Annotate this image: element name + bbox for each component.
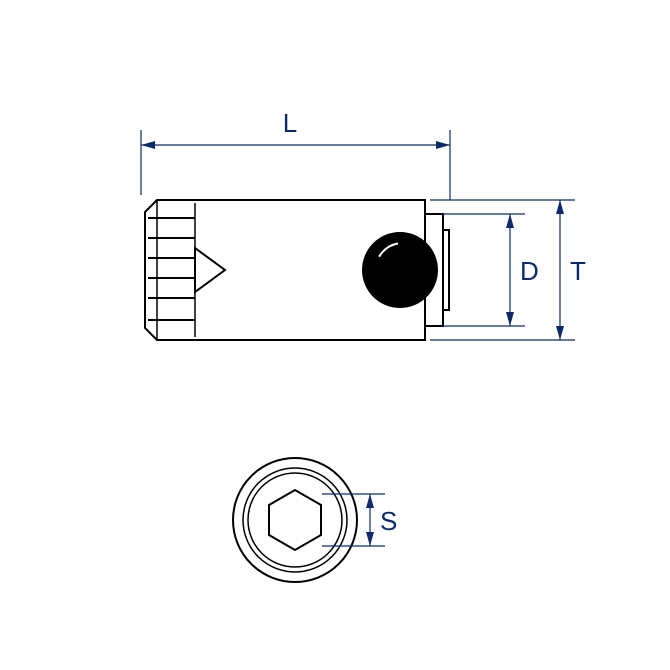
end-ring-circle-inner <box>248 473 342 567</box>
hex-socket <box>269 490 321 550</box>
dim-l-label: L <box>283 108 297 138</box>
dim-t-label: T <box>570 256 586 286</box>
dim-s-label: S <box>380 506 397 536</box>
end-outer-circle <box>233 458 357 582</box>
tip-neck <box>443 230 449 310</box>
end-ring-circle <box>243 468 347 572</box>
dim-d-label: D <box>520 256 539 286</box>
ball-tip <box>362 232 438 308</box>
socket-triangle-indicator <box>195 248 225 292</box>
